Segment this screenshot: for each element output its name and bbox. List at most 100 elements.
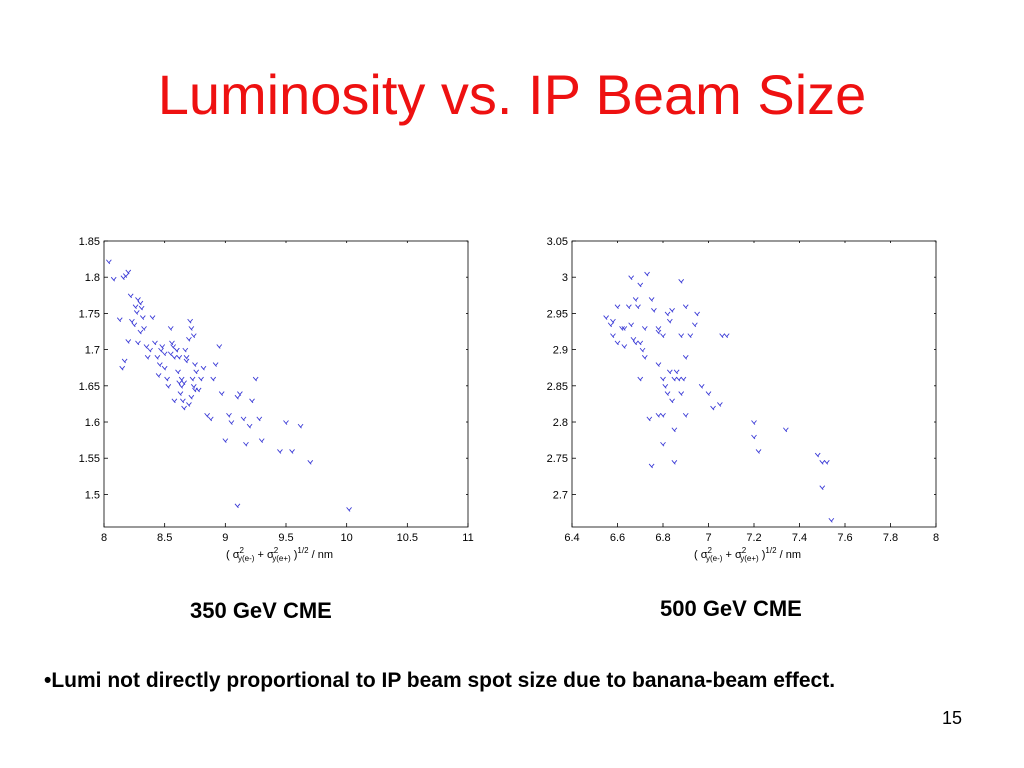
data-point [137,300,144,306]
data-point [195,387,202,393]
data-point [346,507,352,512]
data-point [671,460,678,465]
scatter-chart-350gev: 8 8.5 9 9.5 10 10.5 11 1.5 1.55 1.6 1.65 1.7 1.75 1.8… [79,236,474,563]
data-point [182,347,189,353]
data-point [648,297,655,302]
x-tick-label: 11 [462,532,473,544]
page-number: 15 [941,708,962,728]
data-point [698,384,705,389]
data-point [139,315,146,320]
data-point [666,318,673,324]
data-point [628,322,634,328]
data-point [678,333,685,338]
data-point [680,376,687,382]
data-point [655,412,662,418]
data-point [673,369,680,375]
data-point [783,427,789,433]
y-tick-label: 1.65 [79,381,100,393]
data-point [243,441,249,447]
data-point [180,398,186,404]
plot-frame [571,240,937,528]
x-tick-label: 7.6 [837,532,852,544]
y-tick-label: 2.7 [553,489,568,501]
data-point [307,460,314,465]
data-point [662,384,669,389]
data-point [188,326,195,331]
data-point [216,344,223,349]
x-tick-label: 10.5 [397,532,418,544]
data-point [190,384,197,389]
data-point [188,394,195,400]
data-point [173,347,180,353]
x-tick-label: 10 [341,532,353,544]
data-point [178,376,185,382]
x-tick-label: 7.2 [746,532,761,544]
caption-500gev: 500 GeV CME [660,596,802,621]
data-point [161,365,168,371]
data-point [147,347,153,353]
data-point [751,420,757,425]
data-point [669,307,675,313]
data-point [226,412,232,418]
data-point [632,340,639,346]
data-point [717,402,723,407]
data-point [723,333,730,338]
data-point [218,391,225,396]
x-tick-label: 8.5 [157,532,172,544]
data-point [170,344,177,349]
data-point [161,351,168,357]
data-point [637,376,644,382]
x-tick-label: 6.8 [655,532,670,544]
data-point [619,326,625,331]
data-point [630,336,637,342]
data-point [297,423,304,429]
y-tick-label: 1.85 [79,236,100,248]
data-point [692,322,698,328]
x-tick-label: 7.4 [792,532,807,544]
data-point [621,344,628,349]
data-point [176,355,183,360]
data-point [651,307,657,313]
x-axis-label: ( σ2 y(e-) + σ2 y(e+) )1/2 / nm [226,546,333,563]
data-point [610,318,616,324]
data-point [143,344,150,349]
data-point [666,369,673,375]
data-point [682,304,689,309]
data-point [149,315,156,320]
data-point [755,449,762,454]
x-tick-label: 7.8 [883,532,898,544]
data-point [125,339,132,344]
data-point [193,369,200,375]
data-point [610,333,616,338]
data-point [167,351,174,357]
data-point [637,340,644,346]
data-point [687,333,694,338]
data-point [823,460,830,465]
data-point [116,317,123,323]
data-point [682,355,689,360]
data-point [283,420,289,425]
bullet-text: •Lumi not directly proportional to IP be… [44,669,836,692]
data-point [678,391,685,396]
data-point [175,369,181,375]
data-point [154,355,161,360]
x-tick-label: 8 [101,532,107,544]
y-tick-label: 2.85 [547,381,568,393]
data-point [164,376,170,382]
data-point [158,347,164,353]
plot-frame [103,240,469,528]
data-point [192,362,198,367]
data-point [210,376,217,382]
data-point [137,329,144,335]
data-point [132,304,139,309]
data-point [138,305,145,311]
data-point [664,311,671,317]
data-point [655,326,662,331]
data-point [819,460,826,465]
data-point [171,398,178,404]
data-point [639,347,646,353]
slide-title: Luminosity vs. IP Beam Size [157,63,867,126]
x-tick-label: 8 [933,532,939,544]
data-point [186,402,192,407]
data-point [119,365,126,371]
